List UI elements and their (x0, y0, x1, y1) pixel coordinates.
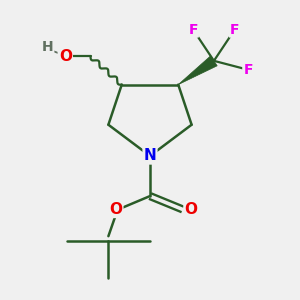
Text: O: O (184, 202, 197, 217)
Text: O: O (59, 49, 72, 64)
Text: O: O (109, 202, 122, 217)
Text: F: F (188, 22, 198, 37)
Text: N: N (144, 148, 156, 164)
Text: H: H (42, 40, 53, 55)
Polygon shape (178, 56, 217, 85)
Text: F: F (243, 63, 253, 77)
Text: F: F (230, 22, 239, 37)
